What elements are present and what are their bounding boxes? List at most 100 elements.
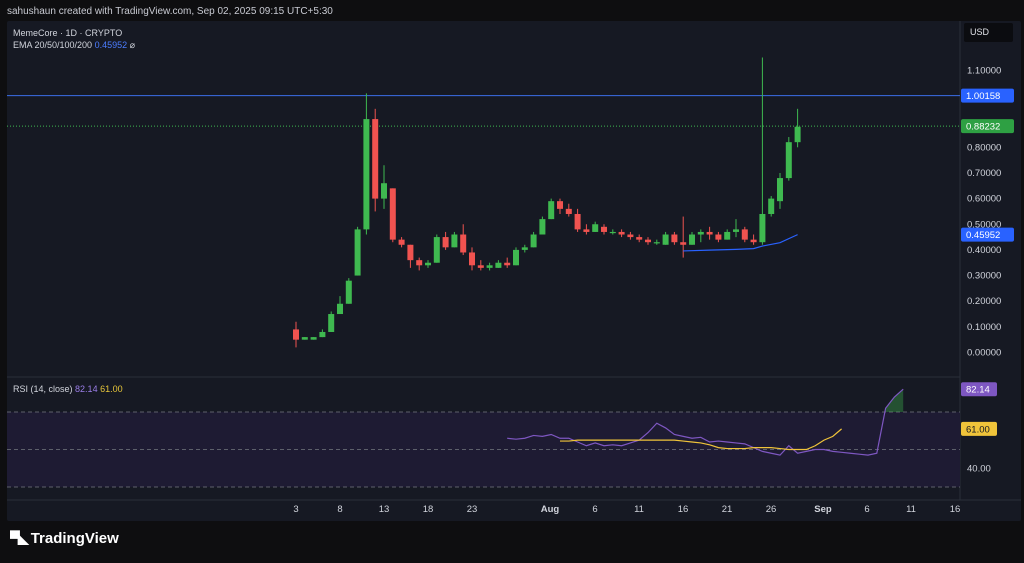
candle-body[interactable] [697, 231, 704, 235]
currency-selector[interactable]: USD [964, 23, 1013, 42]
candle-body[interactable] [328, 314, 335, 332]
candle-body[interactable] [785, 142, 792, 179]
rsi-ma-line[interactable] [560, 428, 842, 451]
candle-body[interactable] [636, 237, 643, 240]
candle-body[interactable] [521, 247, 528, 250]
candle-body[interactable] [513, 249, 519, 266]
time-axis-label: 16 [678, 504, 689, 515]
rsi-ma-value-label: 61.00 [966, 424, 990, 435]
candle-body[interactable] [794, 126, 801, 143]
candle-body[interactable] [504, 262, 511, 266]
candle-body[interactable] [425, 262, 431, 266]
candle-body[interactable] [539, 219, 546, 235]
time-axis-label: Sep [814, 504, 832, 515]
candle-body[interactable] [565, 208, 572, 214]
candle-body[interactable] [469, 252, 475, 266]
candle-body[interactable] [768, 198, 775, 214]
price-axis-label: 0.30000 [967, 271, 1001, 282]
price-axis-label: 0.80000 [967, 142, 1001, 153]
current-price-badge [961, 119, 1014, 134]
candle-body[interactable] [416, 260, 423, 266]
candle-body[interactable] [354, 229, 361, 276]
time-axis-label: 21 [722, 504, 733, 515]
candle-body[interactable] [319, 331, 326, 338]
candle-body[interactable] [724, 231, 731, 240]
ema-line[interactable] [683, 234, 798, 252]
candle-body[interactable] [777, 178, 783, 202]
candle-body[interactable] [680, 242, 687, 245]
candle-body[interactable] [609, 231, 616, 234]
candle-body[interactable] [337, 303, 343, 315]
candle-body[interactable] [451, 234, 458, 248]
symbol-legend[interactable]: MemeCore · 1D · CRYPTO [13, 28, 123, 38]
ema-price-label: 0.45952 [966, 230, 1000, 241]
price-axis-label: 0.50000 [967, 219, 1001, 230]
rsi-value-label: 82.14 [966, 385, 990, 396]
ema-legend-label: EMA 20/50/100/200 [13, 40, 93, 50]
resistance-price-label: 1.00158 [966, 91, 1000, 102]
price-axis-label: 0.00000 [967, 348, 1001, 359]
candle-body[interactable] [706, 231, 713, 235]
candle-body[interactable] [750, 239, 757, 243]
candle-body[interactable] [741, 229, 748, 240]
time-axis-label: 6 [592, 504, 597, 515]
candle-body[interactable] [407, 244, 414, 261]
time-axis-label: 6 [864, 504, 869, 515]
candle-body[interactable] [759, 213, 766, 243]
candle-body[interactable] [293, 329, 299, 340]
ema-legend[interactable]: EMA 20/50/100/200 0.45952 ⌀ [13, 40, 135, 51]
candle-body[interactable] [442, 237, 449, 248]
time-axis-label: Aug [541, 504, 560, 515]
candle-body[interactable] [530, 234, 537, 248]
candle-body[interactable] [433, 237, 440, 263]
candle-body[interactable] [733, 229, 739, 232]
candle-body[interactable] [557, 201, 563, 209]
rsi-legend[interactable]: RSI (14, close) 82.14 61.00 [13, 384, 123, 394]
time-axis-label: 26 [766, 504, 777, 515]
time-axis-label: 3 [293, 504, 298, 515]
candle-body[interactable] [381, 183, 387, 199]
time-axis-label: 11 [634, 504, 644, 515]
candle-body[interactable] [372, 119, 379, 199]
price-axis-label: 0.70000 [967, 168, 1001, 179]
candle-body[interactable] [495, 262, 502, 268]
candle-body[interactable] [618, 231, 625, 235]
chart-attribution: sahushaun created with TradingView.com, … [7, 6, 333, 17]
candle-body[interactable] [583, 229, 590, 232]
rsi-ma-legend-value: 61.00 [100, 384, 123, 394]
candle-body[interactable] [592, 224, 599, 232]
candle-body[interactable] [477, 265, 484, 268]
resistance-price-badge [961, 88, 1014, 103]
candle-body[interactable] [548, 201, 555, 220]
rsi-axis-label: 40.00 [967, 463, 991, 474]
candle-body[interactable] [345, 280, 352, 304]
candle-body[interactable] [689, 234, 695, 245]
time-axis-label: 11 [906, 504, 916, 515]
candle-body[interactable] [671, 234, 678, 243]
candle-body[interactable] [627, 234, 634, 238]
candle-body[interactable] [574, 213, 581, 230]
candle-body[interactable] [398, 239, 405, 245]
candle-body[interactable] [715, 234, 722, 240]
candle-body[interactable] [486, 265, 493, 268]
candle-body[interactable] [601, 226, 607, 232]
price-axis-label: 0.40000 [967, 245, 1001, 256]
candle-body[interactable] [389, 188, 396, 240]
price-axis-label: 1.10000 [967, 65, 1001, 76]
candle-body[interactable] [460, 234, 467, 253]
candle-body[interactable] [645, 239, 651, 243]
brand-logo[interactable]: ▀◣ TradingView [10, 530, 119, 547]
price-axis-label: 0.10000 [967, 322, 1001, 333]
candle-body[interactable] [662, 234, 669, 245]
rsi-ma-value-badge [961, 421, 997, 436]
price-axis-label: 0.60000 [967, 194, 1001, 205]
candle-body[interactable] [310, 337, 317, 340]
rsi-legend-label: RSI (14, close) [13, 384, 73, 394]
rsi-legend-value: 82.14 [75, 384, 98, 394]
time-axis-label: 13 [379, 504, 390, 515]
ema-visibility-icon[interactable]: ⌀ [129, 40, 136, 50]
candle-body[interactable] [363, 119, 370, 230]
candle-body[interactable] [301, 337, 308, 340]
candle-body[interactable] [653, 242, 660, 244]
